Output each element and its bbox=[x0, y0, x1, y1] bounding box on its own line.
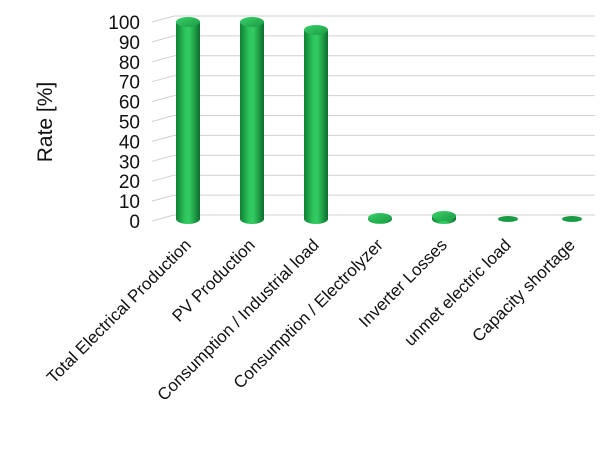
y-tick-label: 0 bbox=[129, 212, 140, 233]
y-tick-label: 80 bbox=[119, 53, 140, 74]
gridline-diagonal bbox=[151, 174, 175, 182]
bar-cap bbox=[368, 213, 392, 224]
gridlines bbox=[151, 15, 595, 222]
x-tick-label: unmet electric load bbox=[400, 235, 514, 349]
bar-cap bbox=[304, 24, 328, 35]
y-tick-label: 40 bbox=[119, 132, 140, 153]
bar-cap bbox=[498, 216, 518, 222]
y-tick-label: 90 bbox=[119, 33, 140, 54]
gridline-diagonal bbox=[151, 214, 175, 222]
y-tick-label: 30 bbox=[119, 152, 140, 173]
y-tick-label: 60 bbox=[119, 93, 140, 114]
bar-cap bbox=[562, 216, 582, 222]
bar-body bbox=[240, 22, 264, 224]
y-tick-label: 100 bbox=[108, 13, 140, 34]
gridline-diagonal bbox=[151, 55, 175, 63]
bar bbox=[176, 17, 200, 224]
bar bbox=[432, 211, 456, 224]
gridline-diagonal bbox=[151, 194, 175, 202]
y-axis-title: Rate [%] bbox=[34, 82, 57, 163]
bar-cap bbox=[432, 211, 456, 222]
gridline-diagonal bbox=[151, 35, 175, 43]
bars bbox=[176, 17, 582, 225]
gridline-diagonal bbox=[151, 95, 175, 103]
y-tick-label: 10 bbox=[119, 192, 140, 213]
y-tick-label: 20 bbox=[119, 172, 140, 193]
bar bbox=[240, 17, 264, 224]
gridline-diagonal bbox=[151, 154, 175, 162]
gridline-diagonal bbox=[151, 134, 175, 142]
y-tick-label: 50 bbox=[119, 113, 140, 134]
bar-body bbox=[176, 22, 200, 224]
bar bbox=[498, 216, 518, 222]
y-tick-label: 70 bbox=[119, 73, 140, 94]
bar bbox=[368, 213, 392, 224]
bar-cap bbox=[176, 17, 200, 27]
bar-body bbox=[304, 29, 328, 225]
gridline-diagonal bbox=[151, 15, 175, 23]
gridline-diagonal bbox=[151, 115, 175, 122]
bar bbox=[562, 216, 582, 222]
bar bbox=[304, 24, 328, 225]
bar-cap bbox=[240, 17, 264, 27]
gridline-diagonal bbox=[151, 75, 175, 83]
